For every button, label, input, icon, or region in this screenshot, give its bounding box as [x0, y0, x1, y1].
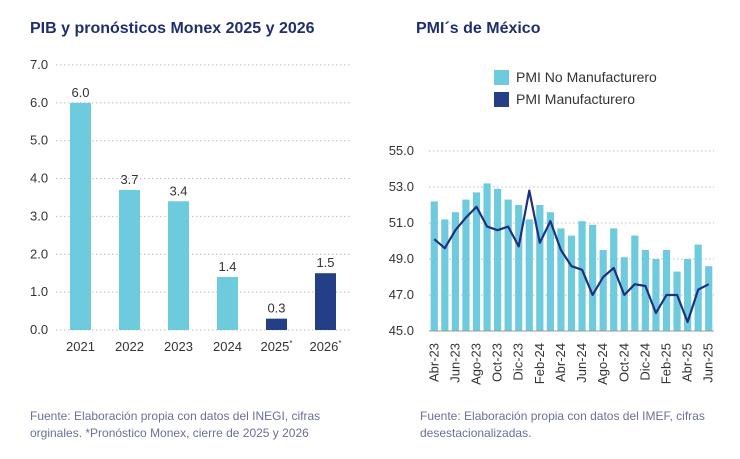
gdp-data-label: 0.3 — [267, 301, 285, 316]
pmi-no-manufacturing-bar — [430, 201, 438, 331]
pmi-x-tick-label: Feb-25 — [659, 343, 674, 384]
gdp-bar — [168, 201, 189, 330]
legend-swatch-manufacturing — [494, 92, 509, 107]
pmi-no-manufacturing-bar — [546, 212, 554, 331]
pmi-no-manufacturing-bar — [483, 183, 491, 331]
pmi-x-tick-label: Jun-23 — [447, 343, 462, 383]
gdp-bar — [315, 273, 336, 330]
gdp-bar — [70, 102, 91, 330]
pmi-y-tick-label: 47.0 — [389, 287, 414, 302]
gdp-data-label: 3.4 — [169, 183, 187, 198]
pmi-x-tick-label: Dic-24 — [637, 343, 652, 381]
gdp-bar — [217, 277, 238, 330]
gdp-y-tick-label: 3.0 — [30, 208, 48, 223]
gdp-data-label: 1.5 — [316, 255, 334, 270]
pmi-no-manufacturing-bar — [494, 188, 502, 331]
pmi-y-tick-label: 55.0 — [389, 143, 414, 158]
gdp-y-tick-label: 6.0 — [30, 95, 48, 110]
pmi-no-manufacturing-bar — [472, 192, 481, 331]
pmi-no-manufacturing-bar — [451, 212, 459, 331]
pmi-chart-source: Fuente: Elaboración propia con datos del… — [420, 409, 705, 440]
pmi-x-tick-label: Ago-23 — [469, 343, 484, 385]
gdp-y-tick-label: 5.0 — [30, 133, 48, 148]
legend-label-manufacturing: PMI Manufacturero — [516, 91, 635, 107]
pmi-no-manufacturing-bar — [462, 199, 470, 331]
pmi-x-tick-label: Abr-24 — [553, 343, 568, 382]
pmi-no-manufacturing-bar — [652, 259, 660, 331]
pmi-x-tick-label: Abr-25 — [680, 343, 695, 382]
pmi-y-tick-label: 51.0 — [389, 215, 414, 230]
pmi-x-tick-label: Ago-24 — [595, 343, 610, 385]
pmi-no-manufacturing-bar — [641, 250, 649, 331]
gdp-bar — [266, 318, 287, 330]
pmi-y-tick-label: 45.0 — [389, 323, 414, 338]
pmi-no-manufacturing-bar — [662, 250, 671, 331]
gdp-x-tick-label: 2022 — [115, 339, 144, 354]
pmi-no-manufacturing-bar — [705, 266, 713, 331]
gdp-data-label: 3.7 — [120, 172, 138, 187]
gdp-x-tick-label: 2024 — [213, 339, 242, 354]
pmi-x-tick-label: Abr-23 — [426, 343, 441, 382]
pmi-no-manufacturing-bar — [515, 205, 523, 331]
gdp-data-label: 1.4 — [218, 259, 236, 274]
gdp-x-tick-label: 2026* — [309, 339, 341, 354]
pmi-manufacturing-line — [433, 189, 710, 324]
pmi-no-manufacturing-bar — [557, 228, 565, 331]
pmi-no-manufacturing-bar — [589, 224, 597, 331]
gdp-chart-title: PIB y pronósticos Monex 2025 y 2026 — [30, 20, 315, 37]
gdp-y-tick-label: 2.0 — [30, 246, 48, 261]
pmi-no-manufacturing-bar — [504, 199, 512, 331]
legend-swatch-no-manufacturing — [494, 70, 509, 85]
pmi-no-manufacturing-bar — [525, 219, 533, 331]
gdp-chart-source: Fuente: Elaboración propia con datos del… — [30, 409, 321, 440]
pmi-no-manufacturing-bar — [536, 205, 544, 331]
gdp-x-tick-label: 2025* — [260, 339, 292, 354]
pmi-no-manufacturing-bar — [441, 219, 449, 331]
pmi-x-tick-label: Jun-25 — [701, 343, 716, 383]
gdp-y-tick-label: 0.0 — [30, 322, 48, 337]
pmi-x-tick-label: Oct-23 — [490, 343, 505, 382]
pmi-no-manufacturing-bar — [684, 259, 692, 331]
legend-label-no-manufacturing: PMI No Manufacturero — [516, 69, 657, 85]
gdp-x-tick-label: 2021 — [66, 339, 95, 354]
pmi-no-manufacturing-bar — [694, 244, 702, 331]
pmi-x-tick-label: Jun-24 — [574, 343, 589, 383]
gdp-y-tick-label: 1.0 — [30, 284, 48, 299]
pmi-no-manufacturing-bar — [610, 228, 618, 331]
gdp-y-tick-label: 4.0 — [30, 171, 48, 186]
pmi-x-tick-label: Feb-24 — [532, 343, 547, 384]
gdp-x-tick-label: 2023 — [164, 339, 193, 354]
pmi-no-manufacturing-bar — [673, 271, 681, 331]
gdp-bar — [119, 189, 140, 330]
pmi-y-tick-label: 49.0 — [389, 251, 414, 266]
gdp-y-tick-label: 7.0 — [30, 57, 48, 72]
pmi-no-manufacturing-bar — [599, 250, 607, 331]
pmi-chart-title: PMI´s de México — [416, 20, 541, 37]
pmi-x-tick-label: Oct-24 — [616, 343, 631, 382]
pmi-no-manufacturing-bar — [567, 235, 576, 331]
pmi-y-tick-label: 53.0 — [389, 179, 414, 194]
pmi-no-manufacturing-bar — [578, 221, 586, 331]
pmi-x-tick-label: Dic-23 — [511, 343, 526, 381]
gdp-data-label: 6.0 — [71, 85, 89, 100]
